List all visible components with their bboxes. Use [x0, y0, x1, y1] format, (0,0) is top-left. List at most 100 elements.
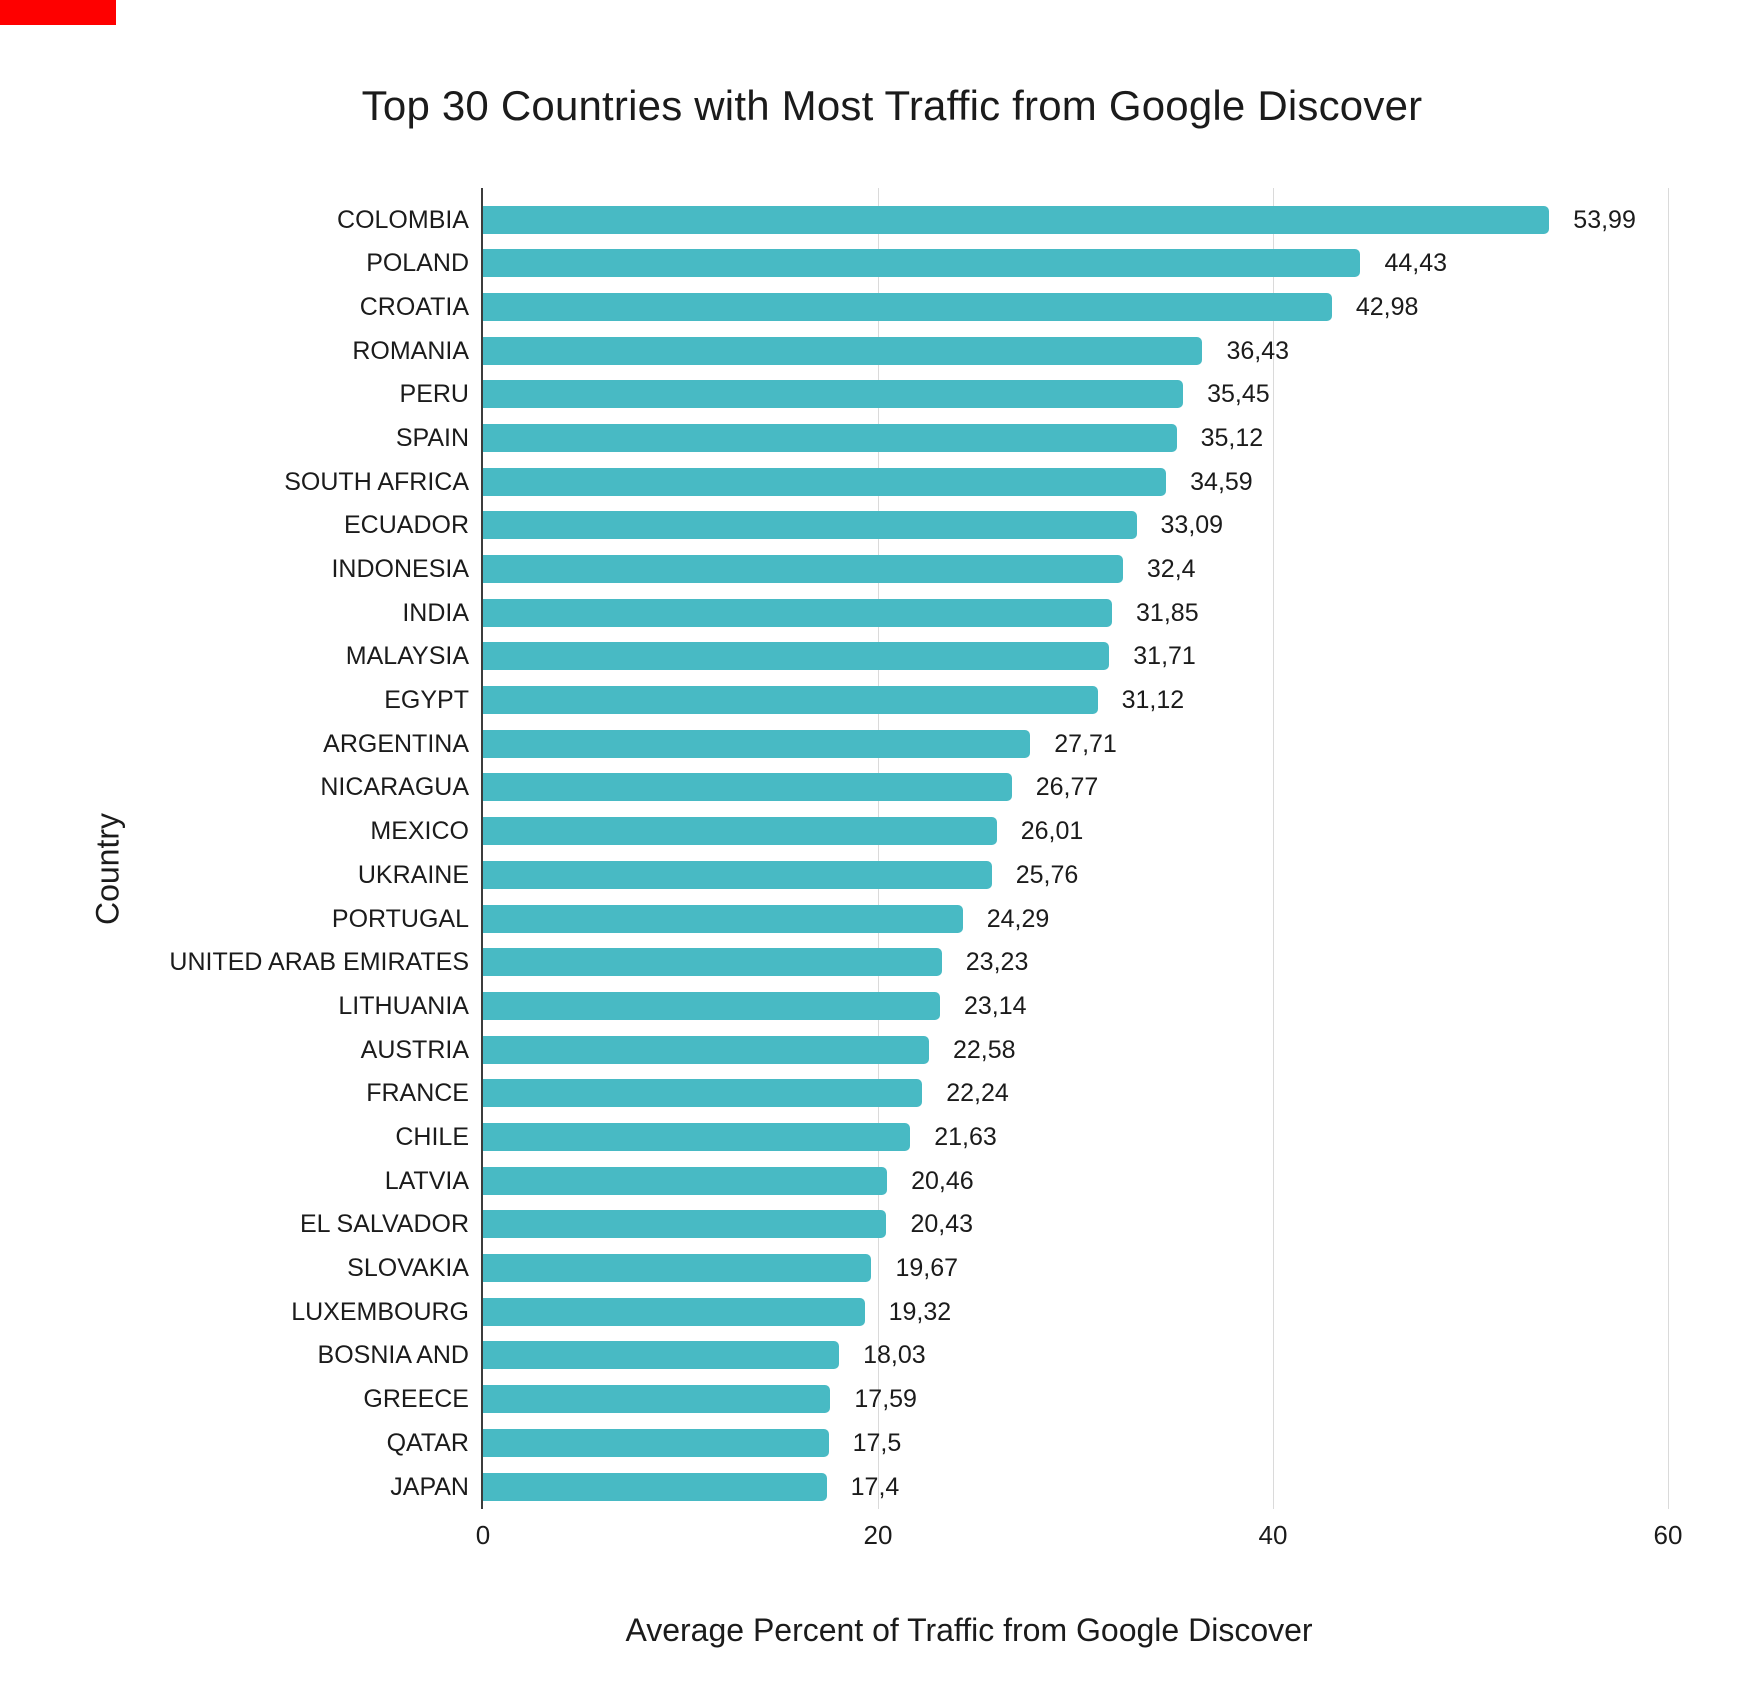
category-label: COLOMBIA [337, 205, 469, 234]
category-label: LUXEMBOURG [291, 1297, 469, 1326]
gridline [1272, 188, 1274, 1509]
value-label: 21,63 [934, 1122, 997, 1151]
category-label: LATVIA [384, 1166, 469, 1195]
category-label: CHILE [395, 1122, 469, 1151]
value-label: 53,99 [1573, 205, 1636, 234]
x-tick-label: 20 [863, 1520, 893, 1550]
value-label: 17,59 [854, 1385, 917, 1414]
bar [483, 904, 963, 933]
bar [483, 1341, 840, 1370]
x-tick-label: 40 [1258, 1520, 1288, 1550]
value-label: 31,85 [1136, 598, 1199, 627]
chart-title: Top 30 Countries with Most Traffic from … [361, 82, 1423, 129]
category-label: QATAR [386, 1428, 469, 1457]
category-label: EL SALVADOR [299, 1210, 469, 1239]
bar [483, 1166, 888, 1195]
bar [483, 249, 1361, 278]
bar [483, 555, 1123, 584]
value-label: 26,77 [1035, 773, 1099, 802]
value-label: 24,29 [986, 904, 1050, 933]
x-tick-label: 0 [475, 1520, 491, 1550]
value-label: 20,43 [910, 1210, 974, 1239]
value-label: 26,01 [1020, 817, 1084, 846]
bar [483, 686, 1098, 715]
bar [483, 292, 1332, 321]
bar [483, 642, 1110, 671]
value-label: 35,45 [1207, 380, 1270, 409]
bar [483, 467, 1167, 496]
value-label: 23,23 [965, 948, 1029, 977]
bar [483, 817, 997, 846]
category-label: GREECE [363, 1385, 469, 1414]
value-label: 19,32 [888, 1297, 952, 1326]
category-label: UKRAINE [357, 860, 469, 889]
category-label: SOUTH AFRICA [284, 467, 469, 496]
category-label: FRANCE [366, 1079, 469, 1108]
bar [483, 1210, 887, 1239]
value-label: 36,43 [1226, 336, 1290, 365]
value-label: 22,24 [946, 1079, 1009, 1108]
category-label: ECUADOR [343, 511, 469, 540]
category-label: INDONESIA [331, 555, 469, 584]
bar [483, 1035, 929, 1064]
value-label: 25,76 [1015, 860, 1079, 889]
bar [483, 1079, 923, 1108]
value-label: 27,71 [1054, 729, 1117, 758]
value-label: 33,09 [1160, 511, 1224, 540]
category-label: CROATIA [359, 292, 469, 321]
bar [483, 336, 1203, 365]
category-label: JAPAN [390, 1472, 469, 1501]
bar [483, 205, 1550, 234]
value-label: 34,59 [1190, 467, 1253, 496]
category-label: AUSTRIA [360, 1035, 469, 1064]
corner-marker [0, 0, 116, 25]
gridline [1667, 188, 1669, 1509]
category-label: ARGENTINA [323, 729, 469, 758]
x-axis-title: Average Percent of Traffic from Google D… [625, 1612, 1313, 1648]
value-label: 31,12 [1121, 686, 1185, 715]
gridline [877, 188, 879, 1509]
bar [483, 1297, 865, 1326]
bar [483, 1254, 872, 1283]
bar [483, 860, 992, 889]
value-label: 20,46 [911, 1166, 974, 1195]
bar [483, 1472, 827, 1501]
value-label: 18,03 [863, 1341, 926, 1370]
category-label: PERU [399, 380, 469, 409]
value-label: 42,98 [1355, 292, 1419, 321]
value-label: 19,67 [895, 1254, 959, 1283]
category-label: MALAYSIA [345, 642, 469, 671]
category-label: NICARAGUA [320, 773, 469, 802]
bar [483, 423, 1177, 452]
bar [483, 1428, 829, 1457]
category-label: ROMANIA [352, 336, 469, 365]
category-label: POLAND [366, 249, 469, 278]
bar [483, 991, 940, 1020]
bar [483, 1385, 831, 1414]
bar [483, 773, 1012, 802]
category-label: MEXICO [370, 817, 469, 846]
value-label: 17,5 [852, 1428, 902, 1457]
bar [483, 1122, 911, 1151]
category-label: EGYPT [384, 686, 469, 715]
category-label: BOSNIA AND [317, 1341, 469, 1370]
value-label: 32,4 [1146, 555, 1196, 584]
value-label: 17,4 [850, 1472, 900, 1501]
value-label: 44,43 [1384, 249, 1448, 278]
category-label: INDIA [402, 598, 469, 627]
bar [483, 729, 1031, 758]
bar [483, 598, 1113, 627]
bar [483, 380, 1184, 409]
value-label: 22,58 [952, 1035, 1016, 1064]
bar [483, 948, 942, 977]
y-axis-line [481, 188, 483, 1509]
value-label: 23,14 [964, 991, 1027, 1020]
category-label: PORTUGAL [331, 904, 469, 933]
category-label: SPAIN [395, 423, 469, 452]
category-label: UNITED ARAB EMIRATES [169, 948, 469, 977]
value-label: 35,12 [1200, 423, 1264, 452]
x-tick-label: 60 [1653, 1520, 1683, 1550]
value-label: 31,71 [1133, 642, 1196, 671]
category-label: SLOVAKIA [347, 1254, 469, 1283]
